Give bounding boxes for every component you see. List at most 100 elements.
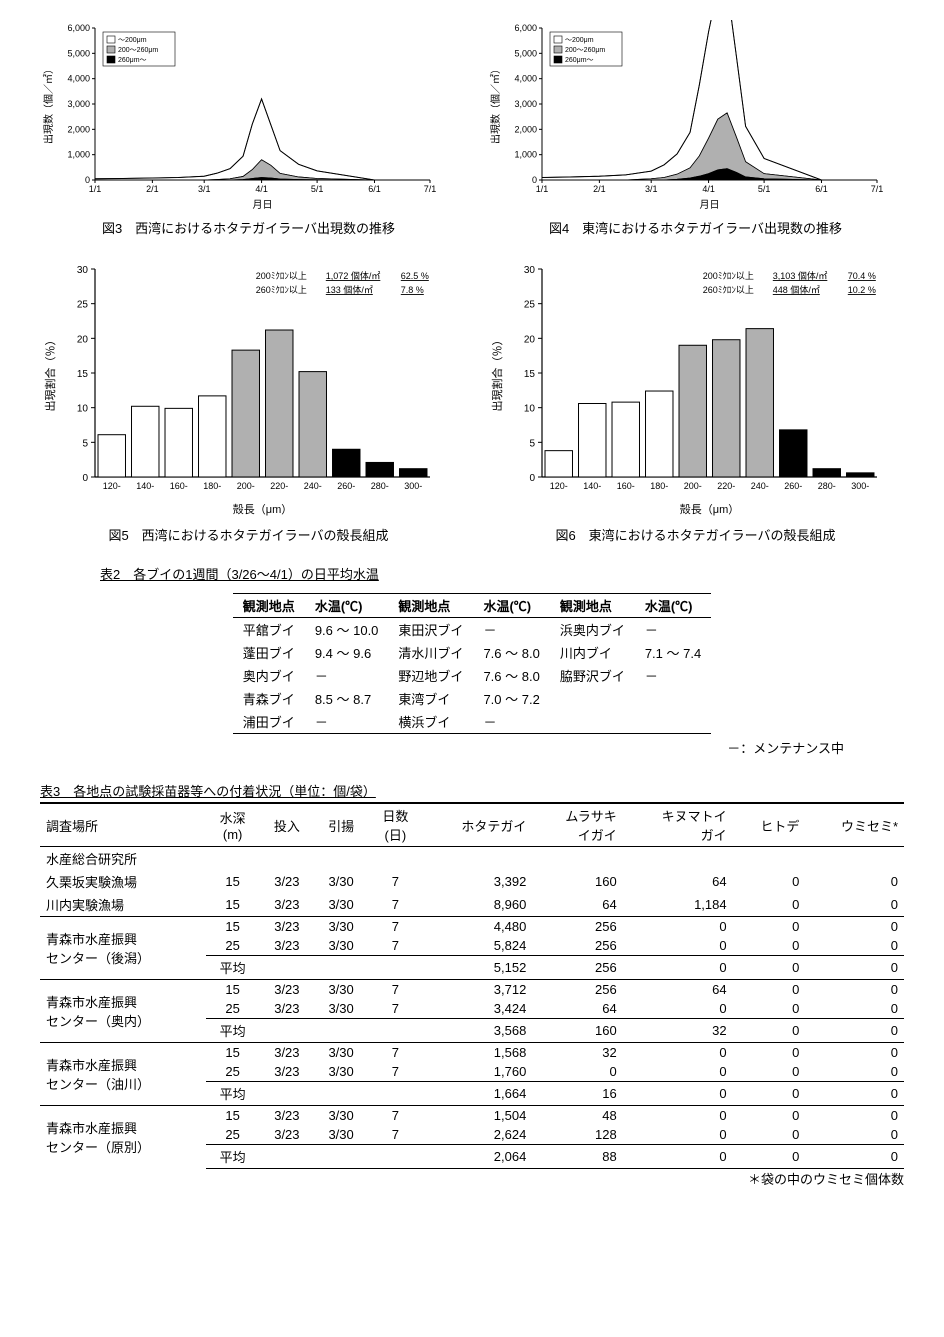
svg-text:殻長（μm）: 殻長（μm）: [680, 502, 740, 516]
table3-cell: 3/30: [314, 1106, 368, 1126]
table3-loc: 久栗坂実験漁場: [40, 870, 206, 893]
svg-text:5,000: 5,000: [514, 48, 537, 58]
svg-text:120-: 120-: [550, 481, 568, 491]
svg-text:2/1: 2/1: [593, 184, 606, 194]
svg-text:出現割合（％）: 出現割合（％）: [43, 335, 57, 412]
table3-cell: [260, 1145, 314, 1169]
svg-text:260-: 260-: [784, 481, 802, 491]
table3-cell: 0: [733, 1125, 806, 1145]
table2-cell: 東田沢ブイ: [388, 618, 473, 642]
table3-cell: 64: [623, 980, 733, 1000]
table2-cell: [550, 687, 635, 710]
svg-text:6,000: 6,000: [514, 23, 537, 33]
table3-cell: 0: [623, 956, 733, 980]
table2-cell: －: [635, 664, 711, 687]
table3-cell: 3/30: [314, 1125, 368, 1145]
fig3-panel: 01,0002,0003,0004,0005,0006,0001/12/13/1…: [40, 20, 457, 237]
svg-text:4/1: 4/1: [702, 184, 715, 194]
table2-cell: 清水川ブイ: [388, 641, 473, 664]
table3-cell: 平均: [206, 1082, 260, 1106]
table3-cell: 0: [805, 1019, 904, 1043]
svg-text:240-: 240-: [304, 481, 322, 491]
fig4-caption: 図4 東湾におけるホタテガイラーバ出現数の推移: [487, 218, 904, 237]
table2-cell: 9.4 ～ 9.6: [305, 641, 389, 664]
svg-text:220-: 220-: [717, 481, 735, 491]
table3-title: 表3 各地点の試験採苗器等への付着状況（単位：個/袋）: [40, 781, 904, 800]
svg-text:300-: 300-: [404, 481, 422, 491]
table2-cell: 蓬田ブイ: [233, 641, 305, 664]
svg-text:140-: 140-: [136, 481, 154, 491]
table3-cell: 64: [532, 893, 622, 917]
table2-cell: 7.6 ～ 8.0: [473, 664, 549, 687]
table3-cell: 0: [805, 1043, 904, 1063]
table3-cell: 1,664: [422, 1082, 532, 1106]
svg-text:1/1: 1/1: [536, 184, 549, 194]
table2-cell: －: [473, 618, 549, 642]
svg-text:140-: 140-: [583, 481, 601, 491]
table3-cell: 32: [532, 1043, 622, 1063]
table3-cell: 3/23: [260, 999, 314, 1019]
table3-cell: [314, 1145, 368, 1169]
fig3-chart: 01,0002,0003,0004,0005,0006,0001/12/13/1…: [40, 20, 440, 210]
svg-text:260ﾐｸﾛﾝ以上: 260ﾐｸﾛﾝ以上: [256, 285, 307, 295]
table3-cell: 3/30: [314, 870, 368, 893]
table2-cell: －: [305, 664, 389, 687]
table3-header: キヌマトイ ガイ: [623, 803, 733, 847]
fig5-panel: 051015202530120-140-160-180-200-220-240-…: [40, 257, 457, 544]
table2-cell: 平舘ブイ: [233, 618, 305, 642]
fig6-caption: 図6 東湾におけるホタテガイラーバの殻長組成: [487, 525, 904, 544]
table3-cell: 25: [206, 936, 260, 956]
table2: 観測地点水温(℃)観測地点水温(℃)観測地点水温(℃)平舘ブイ9.6 ～ 10.…: [233, 593, 711, 734]
table3-footnote: ＊袋の中のウミセミ個体数: [40, 1169, 904, 1188]
table3-cell: 16: [532, 1082, 622, 1106]
table3-cell: 256: [532, 936, 622, 956]
svg-text:220-: 220-: [270, 481, 288, 491]
table3-cell: 64: [623, 870, 733, 893]
svg-text:～200μm: ～200μm: [565, 37, 594, 44]
table3-cell: [422, 847, 532, 871]
svg-text:6,000: 6,000: [67, 23, 90, 33]
svg-text:62.5 %: 62.5 %: [401, 271, 429, 281]
svg-text:4,000: 4,000: [67, 74, 90, 84]
table3-cell: 0: [805, 1062, 904, 1082]
table2-cell: [635, 687, 711, 710]
table3-cell: [368, 1019, 422, 1043]
svg-text:2,000: 2,000: [514, 124, 537, 134]
table3-cell: 1,184: [623, 893, 733, 917]
table3-cell: 32: [623, 1019, 733, 1043]
table3-cell: 25: [206, 999, 260, 1019]
svg-text:6/1: 6/1: [815, 184, 828, 194]
table3-cell: 3/23: [260, 870, 314, 893]
svg-text:0: 0: [529, 473, 535, 484]
fig5-chart: 051015202530120-140-160-180-200-220-240-…: [40, 257, 440, 517]
table3-cell: 0: [623, 917, 733, 937]
table3-cell: 3/23: [260, 917, 314, 937]
svg-text:10: 10: [524, 404, 536, 415]
svg-text:200～260μm: 200～260μm: [118, 47, 158, 54]
svg-text:1,000: 1,000: [67, 150, 90, 160]
table3-cell: 128: [532, 1125, 622, 1145]
table3: 調査場所水深 (m)投入引揚日数 (日)ホタテガイムラサキ イガイキヌマトイ ガ…: [40, 802, 904, 1169]
svg-text:120-: 120-: [103, 481, 121, 491]
table3-cell: 4,480: [422, 917, 532, 937]
table3-cell: 7: [368, 999, 422, 1019]
table3-cell: 7: [368, 917, 422, 937]
table3-cell: 7: [368, 1043, 422, 1063]
table3-header: ヒトデ: [733, 803, 806, 847]
svg-text:180-: 180-: [650, 481, 668, 491]
table3-cell: 15: [206, 917, 260, 937]
svg-text:3,103 個体/㎡: 3,103 個体/㎡: [773, 270, 828, 281]
table3-cell: [260, 847, 314, 871]
svg-text:出現数（個／㎡）: 出現数（個／㎡）: [42, 64, 55, 144]
table2-cell: －: [635, 618, 711, 642]
table3-cell: 3/30: [314, 980, 368, 1000]
fig4-chart: 01,0002,0003,0004,0005,0006,0001/12/13/1…: [487, 20, 887, 210]
svg-text:6/1: 6/1: [368, 184, 381, 194]
table3-cell: [314, 1082, 368, 1106]
table3-cell: 0: [733, 893, 806, 917]
table2-cell: 青森ブイ: [233, 687, 305, 710]
table3-cell: [733, 847, 806, 871]
table3-cell: 3/30: [314, 893, 368, 917]
table3-cell: 3/30: [314, 1043, 368, 1063]
table3-cell: 3/23: [260, 980, 314, 1000]
